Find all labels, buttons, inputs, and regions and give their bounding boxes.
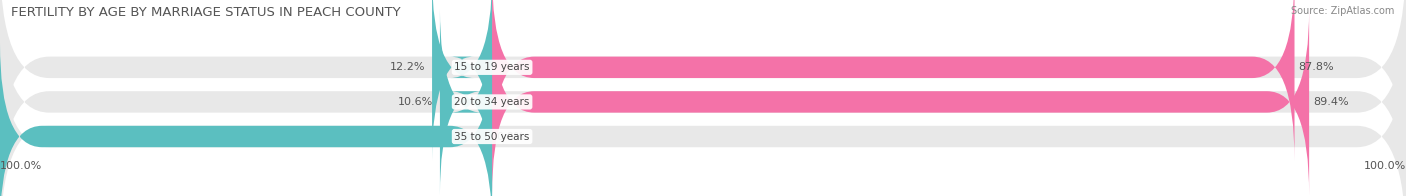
Text: 87.8%: 87.8% [1299,62,1334,72]
Text: 10.6%: 10.6% [398,97,433,107]
FancyBboxPatch shape [0,0,1406,178]
Text: 89.4%: 89.4% [1313,97,1348,107]
Text: 35 to 50 years: 35 to 50 years [454,132,530,142]
FancyBboxPatch shape [492,9,1309,195]
Text: 20 to 34 years: 20 to 34 years [454,97,530,107]
Text: 12.2%: 12.2% [389,62,425,72]
Text: FERTILITY BY AGE BY MARRIAGE STATUS IN PEACH COUNTY: FERTILITY BY AGE BY MARRIAGE STATUS IN P… [11,6,401,19]
Text: 15 to 19 years: 15 to 19 years [454,62,530,72]
FancyBboxPatch shape [0,44,492,196]
FancyBboxPatch shape [0,26,1406,196]
Text: 0.0%: 0.0% [496,132,524,142]
FancyBboxPatch shape [432,0,492,160]
Text: Source: ZipAtlas.com: Source: ZipAtlas.com [1291,6,1395,16]
FancyBboxPatch shape [492,0,1295,160]
FancyBboxPatch shape [440,9,492,195]
Text: 100.0%: 100.0% [1364,161,1406,171]
Text: 100.0%: 100.0% [0,161,42,171]
